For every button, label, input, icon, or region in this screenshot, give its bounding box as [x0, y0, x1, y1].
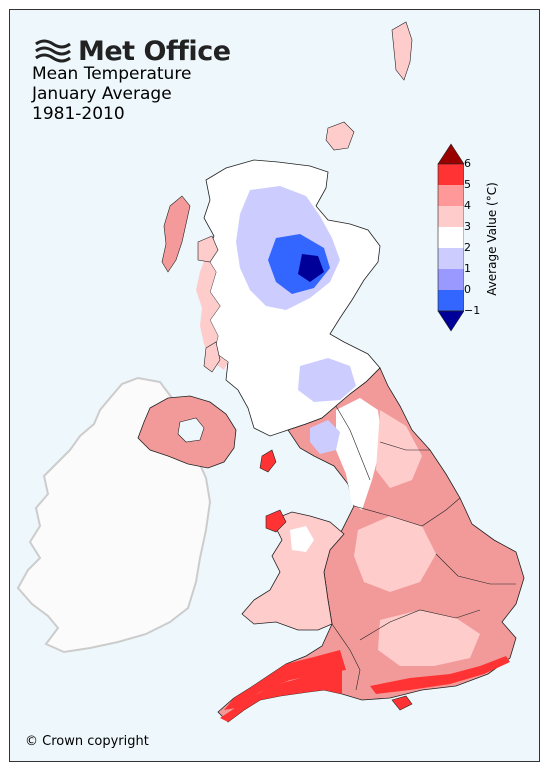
colorbar-tick-label: 0	[464, 283, 471, 296]
colorbar-tick-label: 6	[464, 157, 471, 170]
south-coast-warm	[370, 656, 510, 694]
isle-of-man	[259, 449, 277, 473]
north-england-light	[376, 410, 422, 488]
colorbar-legend: 6 5 4 3 2 1 0 −1 Average Value (°C)	[428, 143, 523, 333]
anglesey	[265, 509, 287, 533]
colorbar-tick-label: 2	[464, 241, 471, 254]
south-east-light	[378, 610, 480, 666]
title-line-2: January Average	[32, 84, 172, 104]
cairngorms	[298, 254, 324, 282]
colorbar-tick-label: 3	[464, 220, 471, 233]
south-west-warm	[220, 662, 342, 722]
map-frame: Met Office Mean Temperature January Aver…	[9, 9, 540, 762]
copyright-notice: © Crown copyright	[25, 734, 149, 749]
southern-uplands	[298, 358, 356, 402]
colorbar-bin	[438, 269, 464, 290]
outer-hebrides	[161, 195, 191, 273]
colorbar-tick-label: −1	[464, 304, 481, 317]
islay-jura	[203, 341, 221, 373]
map-title: Mean Temperature January Average 1981-20…	[32, 64, 191, 124]
isle-of-skye	[197, 235, 219, 263]
lough-neagh	[177, 417, 205, 443]
colorbar-label: Average Value (°C)	[485, 182, 499, 296]
region-boundary	[435, 553, 516, 585]
region-boundary	[335, 405, 371, 481]
title-line-3: 1981-2010	[32, 104, 125, 124]
met-office-logo: Met Office	[34, 36, 231, 67]
isle-of-wight	[391, 695, 413, 711]
orkney	[325, 121, 355, 151]
title-line-1: Mean Temperature	[32, 64, 192, 84]
cornwall-devon-warm	[224, 650, 346, 710]
region-boundary	[379, 441, 430, 451]
region-boundary	[331, 623, 361, 691]
colorbar-tick-label: 5	[464, 178, 471, 191]
colorbar-tick-label: 1	[464, 262, 471, 275]
highlands-core	[268, 234, 330, 294]
met-office-wave-icon	[35, 39, 71, 62]
brand-name: Met Office	[78, 36, 231, 67]
lake-district	[310, 420, 340, 454]
colorbar-over-arrow	[437, 143, 464, 165]
temperature-map	[16, 21, 525, 723]
colorbar-bin	[438, 206, 464, 227]
wales	[241, 511, 345, 631]
colorbar-bin	[438, 164, 464, 185]
region-boundary	[353, 497, 461, 527]
colorbar-tick-label: 4	[464, 199, 471, 212]
colorbar-bin	[438, 185, 464, 206]
colorbar-bin	[438, 227, 464, 248]
colorbar-under-arrow	[437, 310, 464, 332]
scotland-west-coast	[196, 256, 228, 370]
shetland	[391, 21, 413, 81]
snowdonia	[290, 526, 314, 552]
colorbar-bin	[438, 290, 464, 311]
colorbar	[437, 143, 464, 332]
colorbar-bin	[438, 248, 464, 269]
midlands-light	[354, 516, 436, 592]
region-boundary	[359, 609, 481, 641]
colorbar-frame	[437, 163, 464, 312]
